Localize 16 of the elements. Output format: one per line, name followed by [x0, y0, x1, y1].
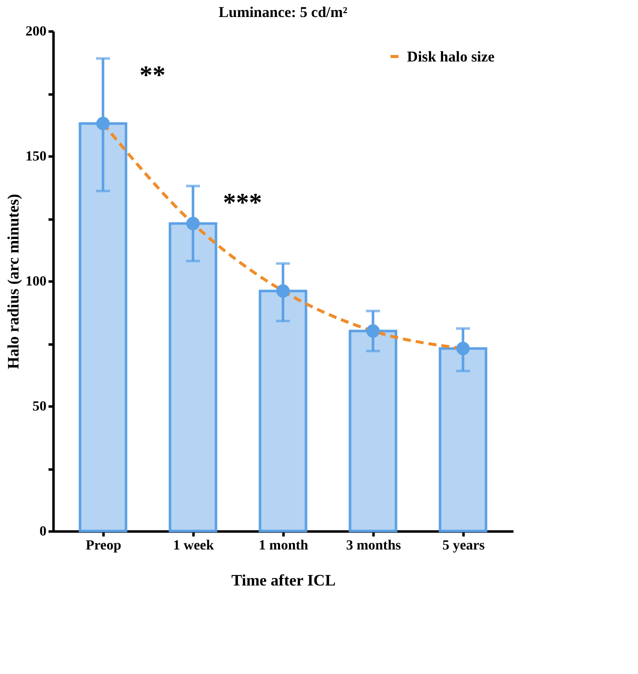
x-axis-title: Time after ICL: [231, 572, 336, 590]
x-tick-label: 5 years: [442, 538, 486, 554]
y-tick-label: 50: [32, 400, 46, 414]
x-tick-label: 3 months: [346, 538, 402, 554]
annotation: ***: [223, 188, 262, 217]
chart-title: Luminance: 5 cd/m²: [218, 5, 348, 21]
x-tick-label: 1 month: [258, 538, 308, 554]
x-tick-label: Preop: [86, 538, 122, 554]
y-tick-label: 0: [40, 524, 46, 540]
y-axis-title: Halo radius (arc minutes): [6, 194, 22, 370]
y-tick-label: 200: [26, 24, 46, 40]
x-tick-label: 1 week: [173, 538, 214, 554]
annotation: **: [140, 60, 166, 90]
y-tick-label: 150: [26, 150, 46, 164]
y-tick-label: 100: [26, 274, 46, 290]
legend-label: Disk halo size: [407, 50, 495, 66]
